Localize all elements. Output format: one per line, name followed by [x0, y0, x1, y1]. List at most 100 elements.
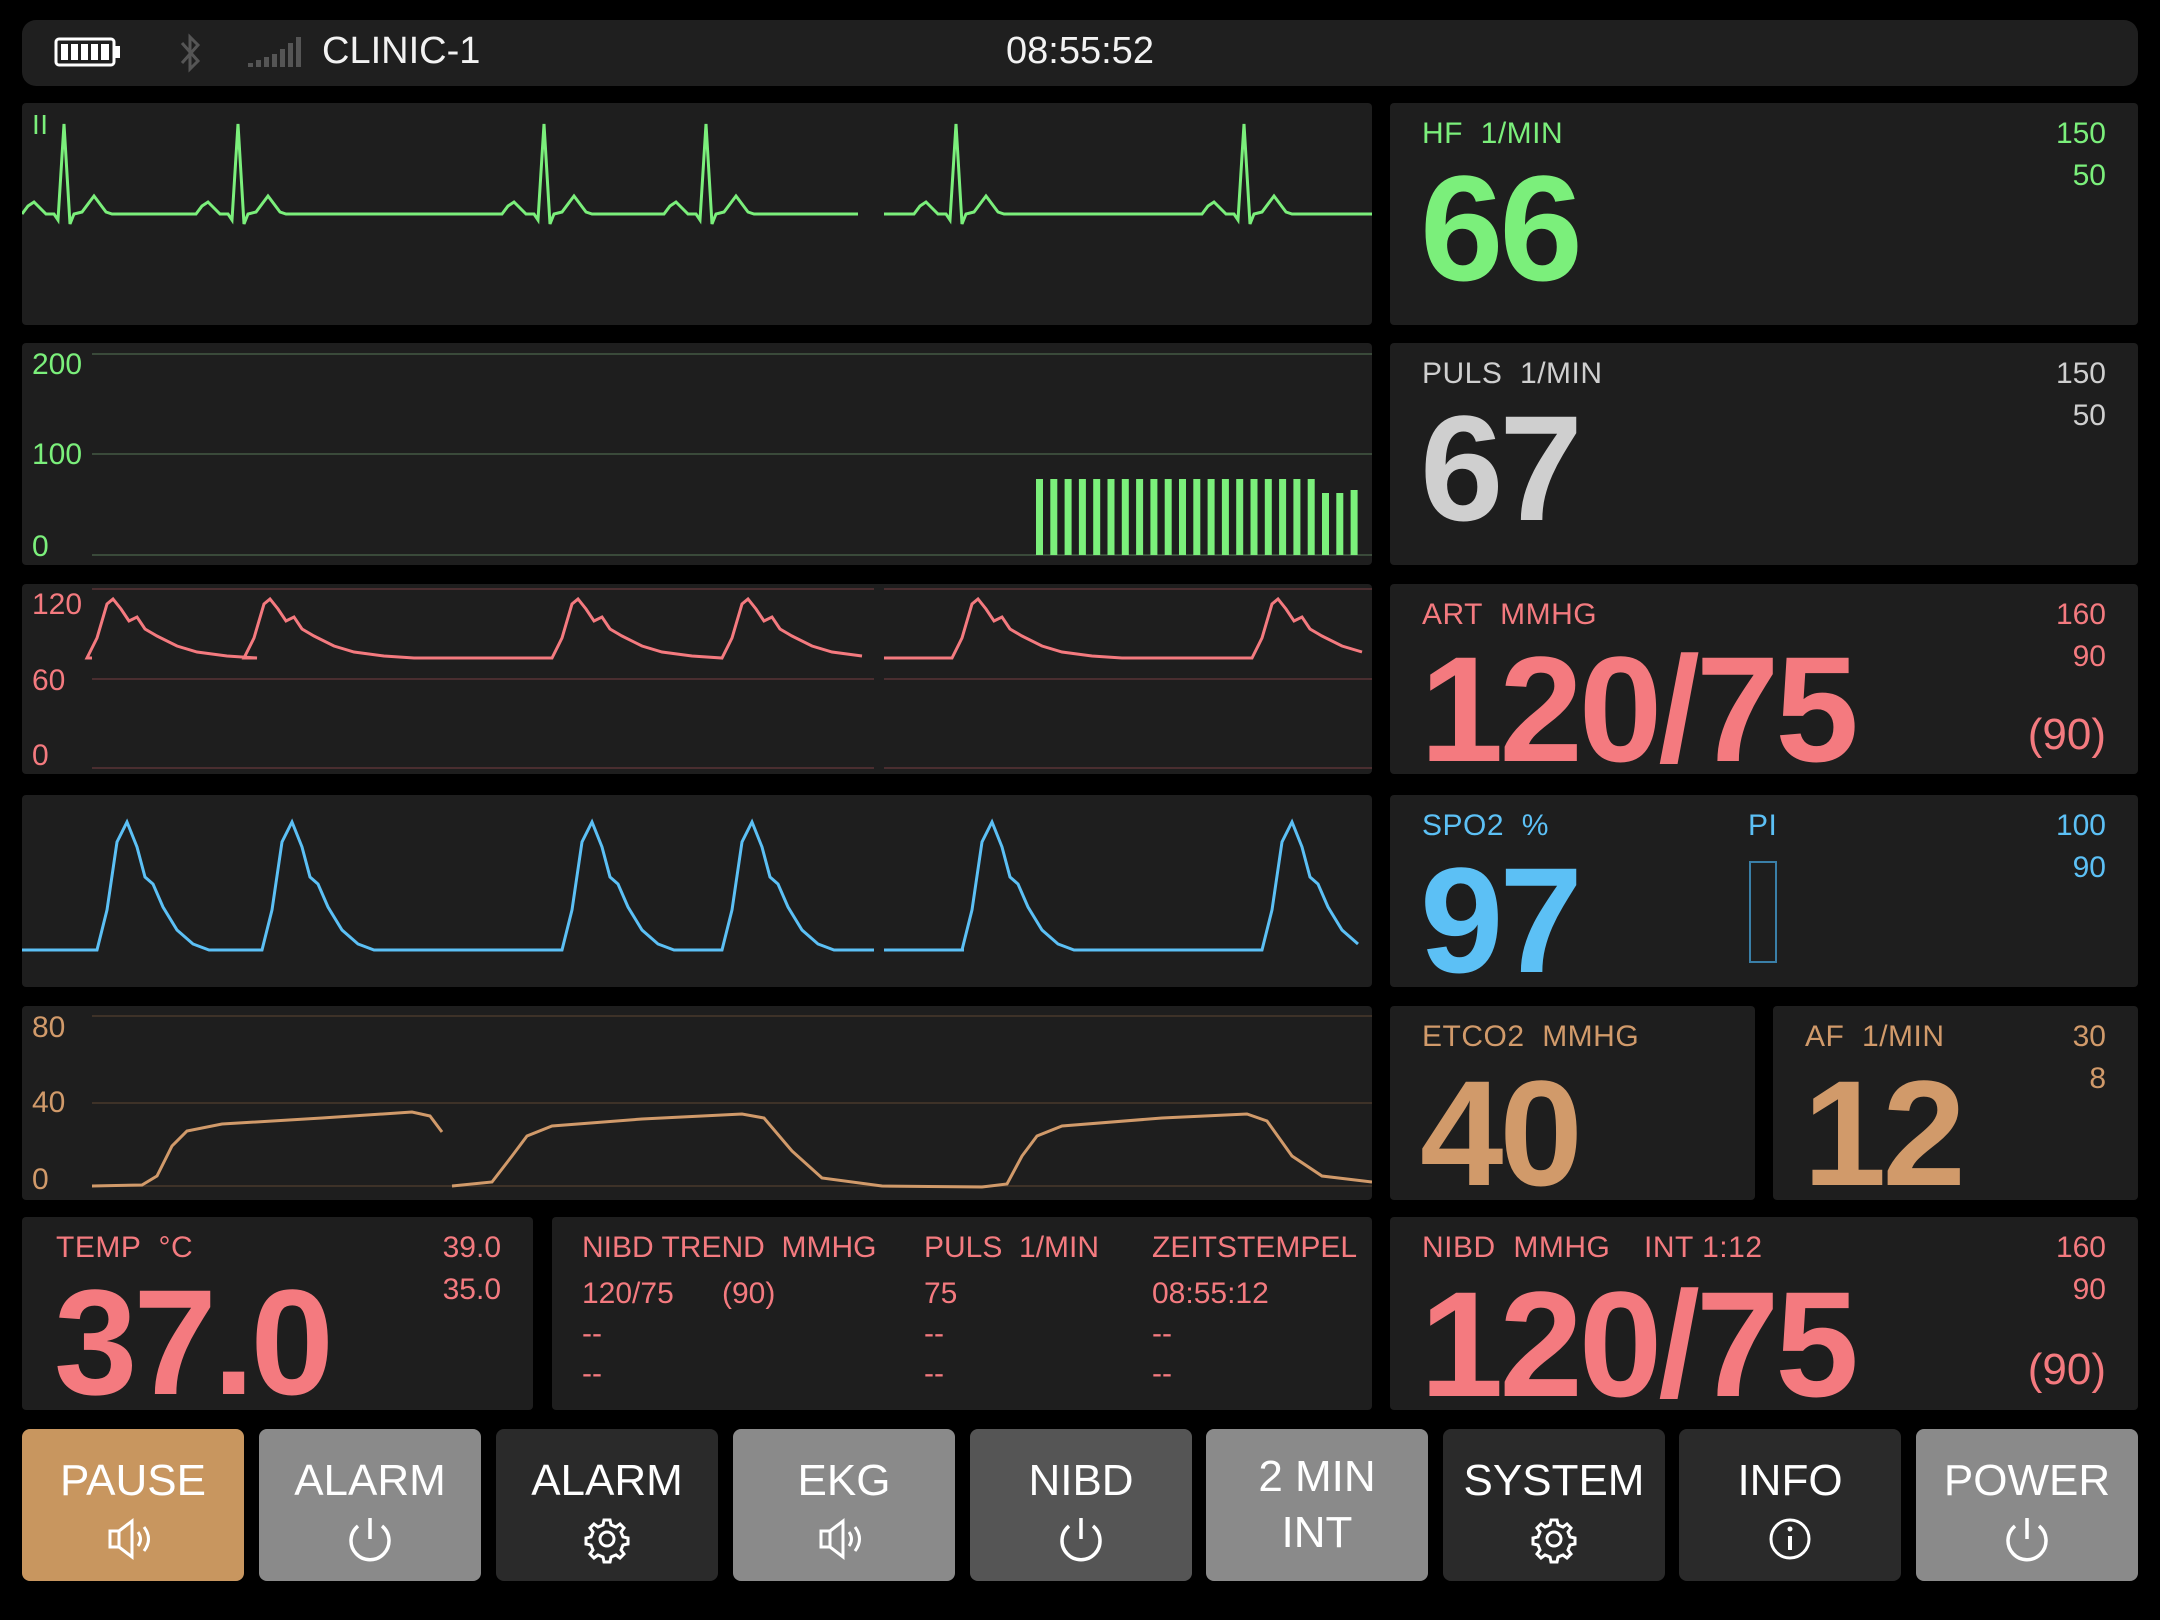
art-low-limit: 90 — [2072, 640, 2106, 673]
speaker-icon — [819, 1517, 861, 1561]
clock: 08:55:52 — [1006, 30, 1154, 72]
spo2-parameter[interactable]: SPO2 % 97 PI 100 90 — [1390, 795, 2138, 987]
nibd-parameter[interactable]: NIBD MMHG INT 1:12 120/75 160 90 (90) — [1390, 1217, 2138, 1410]
ekg-sound-button-label: EKG — [797, 1456, 891, 1505]
pi-label: PI — [1748, 809, 1778, 842]
system-button[interactable]: SYSTEM — [1443, 1429, 1665, 1581]
power-button-label: POWER — [1943, 1456, 2111, 1505]
status-bar: CLINIC-1 08:55:52 — [22, 20, 2138, 86]
scale-120: 120 — [32, 588, 83, 621]
two-min-interval-button-label: 2 MIN INT — [1258, 1452, 1376, 1557]
gear-icon — [1531, 1518, 1577, 1564]
info-icon — [1769, 1518, 1811, 1560]
puls-low-limit: 50 — [2072, 399, 2106, 432]
scale-200: 200 — [32, 348, 83, 381]
ecg-trace — [22, 123, 1372, 225]
pause-button-label: PAUSE — [60, 1456, 206, 1505]
puls-label: PULS 1/MIN — [1422, 357, 1603, 390]
bluetooth-icon — [180, 33, 201, 73]
temp-high-limit: 39.0 — [442, 1231, 501, 1264]
hf-label: HF 1/MIN — [1422, 117, 1564, 150]
alarm-off-button[interactable]: ALARM — [259, 1429, 481, 1581]
art-waveform: 120 60 0 — [22, 584, 1372, 774]
af-parameter[interactable]: AF 1/MIN 12 30 8 — [1773, 1006, 2138, 1200]
scale-0: 0 — [32, 1163, 49, 1196]
co2-trace — [91, 1015, 1372, 1189]
trend-row-2-puls: -- — [924, 1317, 944, 1350]
alarm-settings-button[interactable]: ALARM — [496, 1429, 718, 1581]
gear-icon — [584, 1518, 630, 1564]
trend-row-3-time: -- — [1152, 1357, 1172, 1390]
nibd-interval: INT 1:12 — [1644, 1231, 1763, 1264]
scale-0: 0 — [32, 530, 49, 563]
speaker-icon — [108, 1517, 150, 1561]
af-high-limit: 30 — [2072, 1020, 2106, 1053]
art-high-limit: 160 — [2055, 598, 2106, 631]
trend-header-bp: NIBD TREND MMHG — [582, 1231, 877, 1264]
spo2-trace — [22, 818, 1359, 952]
scale-100: 100 — [32, 438, 83, 471]
power-icon — [2006, 1518, 2048, 1562]
alarm-settings-button-label: ALARM — [531, 1456, 683, 1505]
etco2-parameter[interactable]: ETCO2 MMHG 40 — [1390, 1006, 1755, 1200]
puls-value: 67 — [1420, 384, 1583, 552]
nibd-trend-table[interactable]: NIBD TREND MMHG PULS 1/MIN ZEITSTEMPEL 1… — [552, 1217, 1372, 1410]
pulse-bar-graph: 200 100 0 — [22, 343, 1372, 565]
trend-row-1-time: 08:55:12 — [1152, 1277, 1269, 1310]
spo2-low-limit: 90 — [2072, 851, 2106, 884]
temp-parameter[interactable]: TEMP °C 37.0 39.0 35.0 — [22, 1217, 533, 1410]
scale-0: 0 — [32, 739, 49, 772]
hf-high-limit: 150 — [2055, 117, 2106, 150]
temp-value: 37.0 — [54, 1258, 334, 1410]
nibd-high-limit: 160 — [2055, 1231, 2106, 1264]
nibd-label: NIBD MMHG — [1422, 1231, 1611, 1264]
ekg-sound-button[interactable]: EKG — [733, 1429, 955, 1581]
power-icon — [1060, 1518, 1102, 1562]
puls-parameter[interactable]: PULS 1/MIN 67 150 50 — [1390, 343, 2138, 565]
art-trace — [84, 584, 1372, 774]
nibd-start-button-label: NIBD — [1028, 1456, 1134, 1505]
trend-row-3-bp: -- — [582, 1357, 602, 1390]
puls-high-limit: 150 — [2055, 357, 2106, 390]
hf-parameter[interactable]: HF 1/MIN 66 150 50 — [1390, 103, 2138, 325]
power-button[interactable]: POWER — [1916, 1429, 2138, 1581]
info-button[interactable]: INFO — [1679, 1429, 1901, 1581]
temp-low-limit: 35.0 — [442, 1273, 501, 1306]
battery-icon — [54, 37, 120, 67]
signal-icon — [248, 37, 301, 67]
spo2-label: SPO2 % — [1422, 809, 1549, 842]
spo2-waveform — [22, 795, 1372, 987]
trend-row-1-puls: 75 — [924, 1277, 958, 1310]
scale-60: 60 — [32, 664, 66, 697]
ecg-waveform: II — [22, 103, 1372, 325]
af-label: AF 1/MIN — [1805, 1020, 1945, 1053]
scale-80: 80 — [32, 1011, 66, 1044]
two-min-interval-button[interactable]: 2 MIN INT — [1206, 1429, 1428, 1581]
pause-button[interactable]: PAUSE — [22, 1429, 244, 1581]
af-low-limit: 8 — [2089, 1062, 2106, 1095]
trend-row-2-time: -- — [1152, 1317, 1172, 1350]
art-label: ART MMHG — [1422, 598, 1598, 631]
art-parameter[interactable]: ART MMHG 120/75 160 90 (90) — [1390, 584, 2138, 774]
trend-row-1-mean: (90) — [722, 1277, 776, 1310]
art-value: 120/75 — [1420, 625, 1859, 774]
art-mean-value: (90) — [2027, 710, 2106, 759]
system-button-label: SYSTEM — [1463, 1456, 1645, 1505]
co2-waveform: 80 40 0 — [22, 1006, 1372, 1200]
trend-row-1-bp: 120/75 — [582, 1277, 674, 1310]
alarm-off-button-label: ALARM — [294, 1456, 446, 1505]
hf-low-limit: 50 — [2072, 159, 2106, 192]
temp-label: TEMP °C — [56, 1231, 194, 1264]
power-icon — [349, 1518, 391, 1562]
trend-row-3-puls: -- — [924, 1357, 944, 1390]
scale-40: 40 — [32, 1086, 66, 1119]
trend-row-2-bp: -- — [582, 1317, 602, 1350]
af-value: 12 — [1803, 1049, 1966, 1200]
etco2-value: 40 — [1420, 1049, 1583, 1200]
nibd-mean-value: (90) — [2027, 1345, 2106, 1394]
nibd-start-button[interactable]: NIBD — [970, 1429, 1192, 1581]
etco2-label: ETCO2 MMHG — [1422, 1020, 1640, 1053]
spo2-value: 97 — [1420, 836, 1583, 987]
trend-header-puls: PULS 1/MIN — [924, 1231, 1100, 1264]
clinic-name: CLINIC-1 — [322, 30, 481, 72]
